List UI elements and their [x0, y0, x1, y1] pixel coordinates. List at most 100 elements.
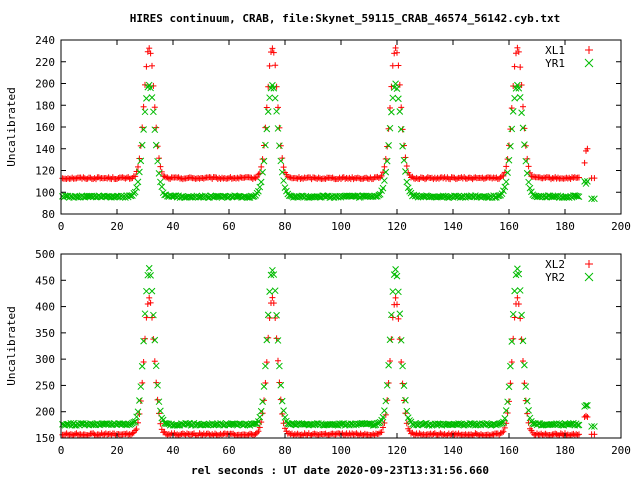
data-point [385, 380, 392, 387]
data-point [152, 362, 160, 370]
data-point [394, 49, 400, 56]
data-point [398, 104, 405, 111]
data-point [198, 431, 204, 438]
data-point [504, 398, 511, 406]
legend-label-YR2: YR2 [545, 271, 565, 284]
data-point [259, 168, 266, 176]
data-point [263, 336, 271, 344]
data-point [63, 430, 70, 437]
tick-label-y: 80 [42, 208, 55, 221]
data-point [487, 432, 494, 439]
data-point [521, 361, 528, 369]
plot-area-bottom [59, 264, 598, 439]
data-point [175, 432, 182, 439]
data-point [388, 108, 395, 116]
data-point [584, 413, 591, 420]
tick-label-y: 140 [35, 143, 55, 156]
data-point [480, 175, 487, 182]
data-point [500, 172, 507, 179]
data-point [123, 430, 130, 437]
tick-label-y: 220 [35, 56, 55, 69]
data-point [143, 63, 150, 70]
data-point [375, 430, 382, 437]
data-point [136, 155, 143, 162]
data-point [151, 126, 159, 134]
data-point [408, 174, 414, 181]
data-point [574, 192, 581, 200]
legend-marker-XL2 [585, 260, 593, 268]
data-point [507, 362, 514, 370]
data-point [383, 157, 391, 165]
data-point [252, 175, 259, 182]
data-point [402, 168, 409, 175]
data-point [270, 300, 277, 307]
tick-label-x: 0 [58, 444, 65, 457]
data-point [269, 266, 276, 274]
data-point [269, 45, 276, 52]
data-point [276, 142, 283, 150]
data-point [518, 311, 525, 319]
legend-marker-XL1 [585, 46, 593, 54]
data-point [464, 432, 470, 439]
data-point [77, 420, 84, 427]
data-point [255, 418, 262, 425]
data-point [256, 413, 264, 421]
data-point [131, 418, 139, 425]
data-point [500, 418, 507, 426]
data-point [129, 430, 136, 437]
data-point [468, 431, 475, 438]
data-point [454, 175, 461, 182]
data-point [412, 431, 419, 438]
plot-area-top [59, 44, 598, 203]
data-point [386, 124, 394, 132]
data-point [582, 402, 590, 409]
data-point [576, 174, 582, 181]
data-point [270, 49, 277, 56]
data-point [152, 141, 160, 149]
series-YR1 [59, 80, 598, 203]
data-point [559, 431, 566, 438]
data-point [591, 423, 598, 430]
data-point [399, 362, 406, 370]
tick-label-y: 180 [35, 99, 55, 112]
tick-label-x: 40 [166, 444, 179, 457]
data-point [112, 432, 119, 439]
tick-label-y: 450 [35, 274, 55, 287]
data-point [525, 407, 532, 414]
data-point [436, 175, 442, 182]
data-point [446, 193, 454, 201]
data-point [81, 431, 88, 438]
data-point [143, 287, 150, 295]
data-point [150, 82, 157, 89]
data-point [256, 424, 263, 431]
data-point [505, 156, 513, 164]
tick-label-x: 100 [331, 220, 351, 233]
tick-label-x: 140 [443, 220, 463, 233]
data-point [529, 420, 537, 427]
series-XL1 [59, 44, 598, 183]
data-point [133, 184, 140, 191]
data-point [179, 176, 186, 183]
data-point [464, 175, 470, 182]
tick-label-x: 120 [387, 220, 407, 233]
data-point [135, 163, 141, 170]
data-point [281, 184, 289, 191]
data-point [270, 84, 278, 92]
data-point [249, 176, 256, 183]
data-point [266, 288, 273, 296]
data-point [395, 95, 402, 103]
data-point [300, 175, 307, 182]
data-point [416, 175, 423, 182]
data-point [361, 430, 368, 437]
data-point [380, 424, 386, 431]
data-point [515, 84, 523, 92]
data-point [145, 264, 153, 272]
data-point [315, 174, 322, 181]
data-point [402, 396, 409, 404]
data-point [514, 265, 521, 273]
data-point [522, 157, 530, 165]
tick-label-y: 160 [35, 121, 55, 134]
data-point [531, 173, 538, 180]
data-point [513, 50, 519, 57]
data-point [150, 108, 157, 116]
